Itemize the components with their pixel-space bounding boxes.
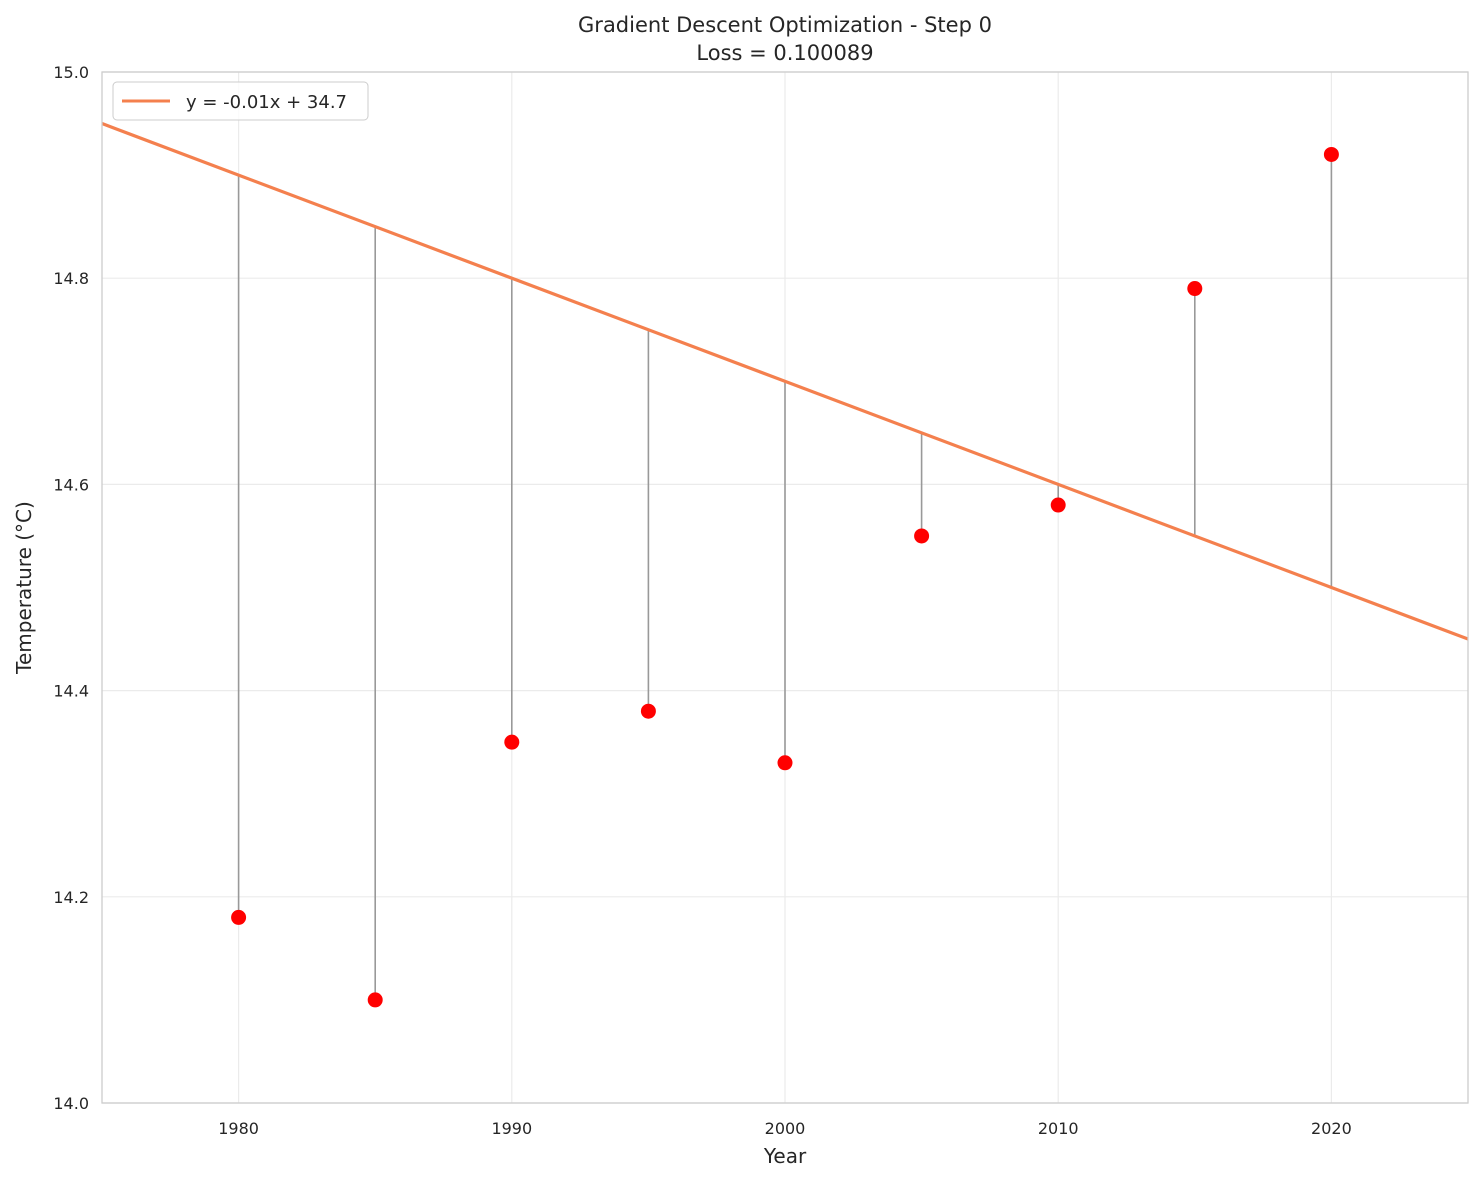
legend: y = -0.01x + 34.7 (112, 81, 369, 121)
fit-line (101, 122, 1469, 641)
data-point (914, 528, 930, 544)
x-tick-label: 1990 (491, 1119, 532, 1138)
legend-label-fit-line: y = -0.01x + 34.7 (186, 92, 347, 113)
fit-line-layer (101, 122, 1469, 641)
data-point (504, 734, 520, 750)
y-tick-label: 14.4 (53, 682, 89, 701)
data-point (1323, 146, 1339, 162)
x-tick-label: 2010 (1038, 1119, 1079, 1138)
data-points (231, 146, 1339, 1008)
x-axis-label: Year (763, 1144, 807, 1168)
x-tick-label: 2020 (1311, 1119, 1352, 1138)
data-point (231, 909, 247, 925)
chart-title: Gradient Descent Optimization - Step 0 (578, 13, 992, 37)
data-point (1050, 497, 1066, 513)
tick-labels: 1980 1990 2000 2010 2020 14.0 14.2 14.4 14.6 14.8… (53, 63, 1351, 1138)
data-point (640, 703, 656, 719)
plot-frame (101, 71, 1469, 1104)
data-point (777, 755, 793, 771)
x-tick-label: 2000 (765, 1119, 806, 1138)
data-point (367, 992, 383, 1008)
y-tick-label: 14.0 (53, 1094, 89, 1113)
y-tick-label: 14.8 (53, 269, 89, 288)
residual-lines (237, 154, 1333, 1000)
x-tick-label: 1980 (218, 1119, 259, 1138)
y-tick-label: 14.6 (53, 475, 89, 494)
y-tick-label: 14.2 (53, 888, 89, 907)
data-point (1187, 281, 1203, 297)
legend-box (112, 81, 369, 121)
chart-subtitle: Loss = 0.100089 (696, 41, 873, 65)
y-axis-label: Temperature (°C) (12, 501, 36, 675)
y-tick-label: 15.0 (53, 63, 89, 82)
